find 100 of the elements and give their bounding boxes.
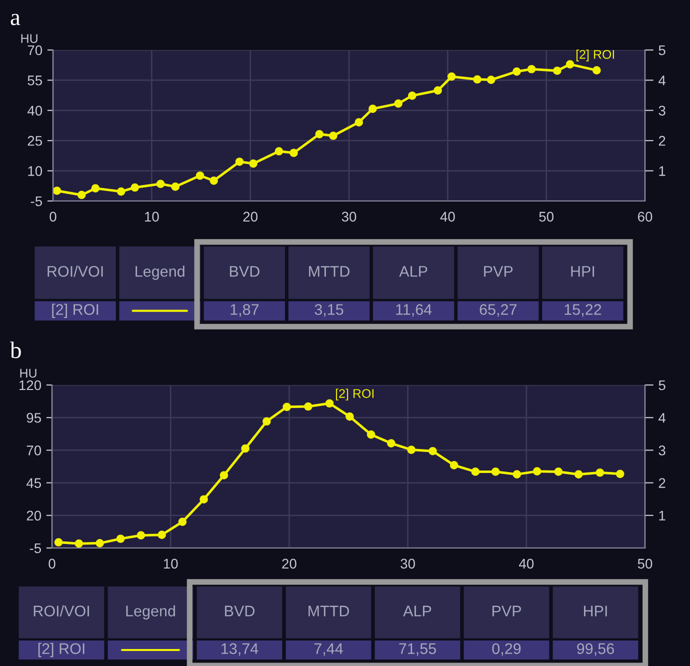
y-axis-title: HU: [21, 34, 38, 43]
point: [592, 66, 601, 74]
y-tick-label: 25: [28, 136, 42, 146]
text: 0,29: [492, 643, 521, 656]
x-tick-label: 50: [539, 212, 554, 222]
text: [2] ROI: [52, 304, 98, 318]
series-label: [2] ROI: [576, 50, 614, 62]
y-tick-label: 45: [26, 478, 42, 488]
point: [554, 468, 563, 476]
point: [366, 430, 376, 439]
point: [473, 75, 482, 84]
x-tick-label: 60: [638, 212, 652, 222]
point: [491, 468, 500, 476]
point: [241, 444, 250, 453]
point: [282, 402, 291, 412]
text: [2] ROI: [38, 642, 84, 658]
point: [407, 446, 416, 454]
point: [447, 72, 456, 81]
x-tick-label: 0: [50, 212, 56, 222]
text: 71,55: [399, 643, 436, 656]
point: [387, 439, 396, 448]
point: [527, 64, 536, 74]
series-label: [2] ROI: [336, 388, 374, 400]
point: [574, 470, 583, 478]
text: BVD: [225, 606, 254, 616]
y2-tick-label: 1: [659, 510, 666, 520]
text: 65,27: [480, 304, 516, 317]
y-tick-label: 10: [28, 166, 42, 176]
y-tick-label: -5: [30, 196, 42, 206]
y2-tick-label: 2: [658, 136, 666, 146]
text: ROI/VOI: [48, 266, 103, 277]
text: Legend: [136, 266, 184, 280]
y2-tick-label: 3: [658, 446, 666, 456]
point: [274, 147, 284, 156]
x-tick-label: 20: [282, 558, 296, 569]
y-axis-title: HU: [20, 368, 36, 378]
point: [304, 402, 312, 411]
text: MTTD: [309, 266, 350, 277]
text: 7,44: [314, 643, 343, 656]
y2-tick-label: 4: [658, 76, 666, 86]
y2-tick-label: 4: [658, 413, 666, 423]
text: ALP: [403, 606, 432, 616]
point: [566, 60, 574, 68]
text: 3,15: [314, 304, 344, 317]
point: [315, 130, 324, 138]
x-tick-label: 20: [243, 212, 258, 222]
point: [91, 184, 100, 192]
point: [532, 467, 542, 476]
y-tick-label: 95: [26, 412, 42, 423]
y-tick-label: -5: [30, 543, 41, 554]
y-tick-label: 120: [19, 380, 42, 390]
point: [512, 67, 521, 76]
y-tick-label: 70: [26, 446, 42, 456]
point: [434, 86, 442, 95]
text: 13,74: [222, 643, 258, 656]
text: 1,87: [230, 304, 259, 317]
y-tick-label: 20: [26, 510, 42, 521]
text: PVP: [492, 606, 521, 616]
x-tick-label: 30: [342, 212, 356, 222]
y2-tick-label: 3: [658, 106, 666, 116]
point: [354, 118, 364, 126]
x-tick-label: 40: [518, 558, 534, 569]
point: [74, 539, 84, 548]
text: BVD: [230, 266, 260, 277]
point: [220, 471, 228, 480]
point: [171, 182, 180, 191]
x-tick-label: 30: [400, 558, 415, 569]
x-tick-label: 10: [164, 558, 178, 569]
point: [329, 132, 338, 140]
y2-tick-label: 5: [658, 380, 666, 390]
text: HPI: [584, 606, 607, 616]
point: [52, 186, 62, 195]
y-tick-label: 70: [28, 45, 42, 56]
y-tick-label: 55: [28, 76, 42, 86]
text: 15,22: [564, 304, 602, 317]
point: [553, 66, 562, 75]
point: [116, 534, 125, 543]
point: [262, 417, 271, 426]
point: [486, 76, 496, 84]
y2-tick-label: 2: [658, 478, 666, 488]
point: [235, 158, 244, 166]
point: [346, 412, 354, 421]
y-tick-label: 40: [27, 106, 42, 116]
point: [428, 446, 437, 456]
y2-tick-label: 1: [659, 166, 666, 176]
text: 99,56: [577, 643, 614, 656]
y2-tick-label: 5: [658, 45, 666, 56]
point: [178, 518, 187, 526]
point: [158, 530, 166, 539]
point: [368, 104, 377, 113]
point: [290, 148, 298, 158]
point: [96, 539, 104, 548]
point: [471, 468, 480, 476]
point: [408, 92, 416, 100]
point: [325, 399, 334, 408]
point: [116, 187, 126, 196]
point: [156, 180, 165, 188]
point: [77, 190, 86, 200]
point: [596, 468, 604, 477]
point: [616, 470, 624, 478]
